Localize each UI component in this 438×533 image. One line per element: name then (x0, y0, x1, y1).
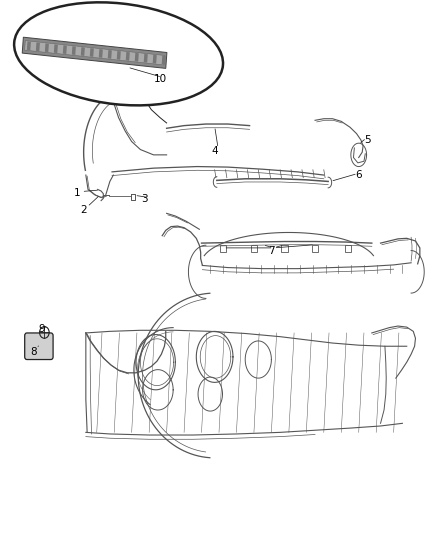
FancyBboxPatch shape (81, 47, 85, 56)
Text: 7: 7 (268, 246, 275, 255)
Text: 4: 4 (211, 146, 218, 156)
FancyBboxPatch shape (135, 53, 139, 62)
FancyBboxPatch shape (27, 42, 31, 50)
Text: 3: 3 (141, 194, 148, 204)
FancyBboxPatch shape (162, 56, 166, 64)
FancyBboxPatch shape (72, 46, 76, 55)
Text: 10: 10 (153, 74, 166, 84)
FancyBboxPatch shape (99, 49, 103, 58)
FancyBboxPatch shape (54, 44, 58, 53)
Text: 1: 1 (74, 188, 81, 198)
Text: 2: 2 (80, 205, 87, 215)
FancyBboxPatch shape (153, 55, 157, 63)
Text: 8: 8 (30, 346, 37, 357)
Ellipse shape (14, 2, 223, 106)
FancyBboxPatch shape (108, 50, 112, 59)
FancyBboxPatch shape (90, 48, 94, 57)
Text: 9: 9 (39, 324, 46, 334)
FancyBboxPatch shape (144, 54, 148, 63)
FancyBboxPatch shape (126, 52, 130, 61)
FancyBboxPatch shape (25, 333, 53, 360)
FancyBboxPatch shape (25, 41, 165, 65)
Text: 6: 6 (355, 170, 362, 180)
FancyBboxPatch shape (117, 51, 121, 60)
FancyBboxPatch shape (45, 43, 49, 52)
FancyBboxPatch shape (22, 37, 167, 68)
FancyBboxPatch shape (63, 45, 67, 54)
Text: 5: 5 (364, 135, 371, 145)
FancyBboxPatch shape (36, 42, 40, 51)
